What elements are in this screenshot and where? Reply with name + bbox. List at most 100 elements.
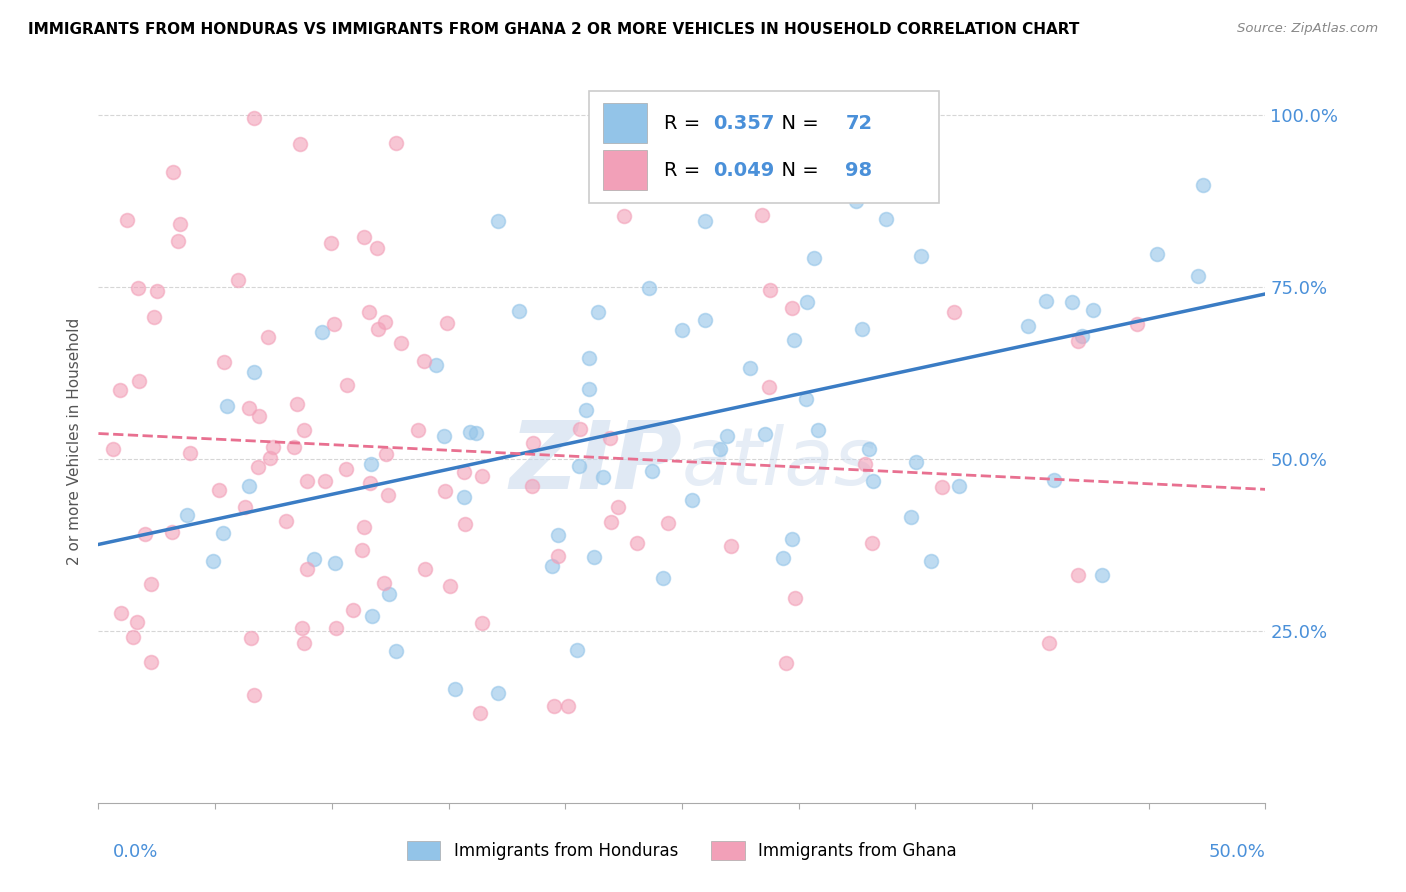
Point	[458, 425, 481, 439]
Point	[583, 550, 606, 565]
Point	[415, 562, 437, 576]
Point	[568, 459, 591, 474]
Point	[931, 480, 953, 494]
Point	[433, 484, 456, 499]
Point	[439, 579, 461, 593]
Point	[325, 621, 347, 635]
Legend: Immigrants from Honduras, Immigrants from Ghana: Immigrants from Honduras, Immigrants fro…	[401, 834, 963, 867]
Point	[640, 465, 662, 479]
Point	[578, 351, 600, 366]
Point	[695, 312, 717, 326]
Point	[626, 536, 648, 550]
Point	[578, 382, 600, 396]
Point	[1126, 317, 1149, 331]
Bar	[603, 103, 647, 143]
Point	[807, 424, 830, 438]
Point	[794, 392, 817, 406]
Point	[128, 374, 150, 388]
Point	[238, 479, 260, 493]
Point	[716, 429, 738, 443]
Point	[900, 510, 922, 524]
Point	[599, 431, 621, 445]
Point	[297, 475, 319, 489]
Point	[243, 688, 266, 702]
Point	[1060, 294, 1083, 309]
Text: 0.0%: 0.0%	[112, 843, 157, 861]
Point	[336, 377, 359, 392]
Text: R =: R =	[665, 161, 707, 179]
Point	[367, 322, 389, 336]
Point	[465, 425, 488, 440]
Text: R =: R =	[665, 114, 707, 133]
Point	[1038, 635, 1060, 649]
Point	[693, 214, 716, 228]
Point	[1042, 473, 1064, 487]
Point	[858, 442, 880, 457]
Point	[378, 586, 401, 600]
Point	[215, 399, 238, 413]
Point	[262, 440, 284, 454]
Point	[283, 441, 305, 455]
Point	[115, 213, 138, 227]
Point	[565, 643, 588, 657]
Point	[353, 229, 375, 244]
Point	[681, 493, 703, 508]
Point	[860, 536, 883, 550]
Point	[638, 281, 661, 295]
Point	[374, 447, 396, 461]
Point	[259, 451, 281, 466]
Point	[751, 208, 773, 222]
Point	[557, 699, 579, 714]
Point	[357, 305, 380, 319]
Point	[290, 137, 312, 152]
Point	[905, 455, 928, 469]
Point	[759, 283, 782, 297]
Text: 98: 98	[845, 161, 872, 179]
Point	[141, 577, 163, 591]
Point	[290, 621, 312, 635]
Bar	[603, 151, 647, 190]
Point	[233, 500, 256, 514]
Y-axis label: 2 or more Vehicles in Household: 2 or more Vehicles in Household	[67, 318, 83, 566]
Point	[508, 304, 530, 318]
Point	[1187, 268, 1209, 283]
Point	[228, 273, 250, 287]
Text: atlas: atlas	[682, 425, 877, 502]
Point	[146, 284, 169, 298]
Text: ZIP: ZIP	[509, 417, 682, 509]
Point	[179, 446, 201, 460]
Point	[471, 469, 494, 483]
Point	[720, 539, 742, 553]
Point	[141, 655, 163, 669]
Point	[321, 235, 343, 250]
Point	[942, 305, 965, 319]
Point	[127, 281, 149, 295]
Point	[361, 608, 384, 623]
Point	[342, 603, 364, 617]
Point	[772, 551, 794, 566]
Point	[775, 657, 797, 671]
Point	[754, 427, 776, 442]
Point	[1067, 568, 1090, 582]
Point	[575, 403, 598, 417]
Point	[247, 459, 270, 474]
Point	[413, 354, 436, 368]
Text: Source: ZipAtlas.com: Source: ZipAtlas.com	[1237, 22, 1378, 36]
Point	[314, 474, 336, 488]
Point	[1091, 568, 1114, 582]
Point	[110, 606, 132, 620]
Point	[389, 336, 412, 351]
Point	[257, 329, 280, 343]
Point	[212, 355, 235, 369]
Point	[803, 252, 825, 266]
Point	[302, 551, 325, 566]
Point	[1017, 319, 1039, 334]
Point	[425, 358, 447, 372]
Point	[160, 524, 183, 539]
Point	[292, 635, 315, 649]
Text: 72: 72	[845, 114, 872, 133]
Point	[433, 429, 456, 443]
Point	[522, 436, 544, 450]
Point	[240, 631, 263, 645]
Point	[592, 470, 614, 484]
